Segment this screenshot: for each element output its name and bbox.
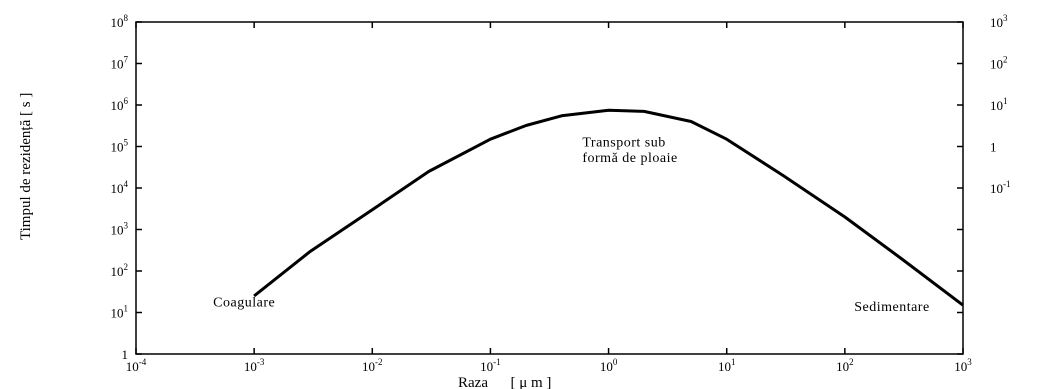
y-tick-labels: 1 101 102 103 104 105 106 107 108 bbox=[111, 13, 129, 362]
y2-tick-label: 1 bbox=[990, 140, 997, 155]
y2-tick-label: 103 bbox=[990, 13, 1008, 30]
x-tick-label: 103 bbox=[954, 357, 972, 374]
y2-tick-labels: 103 102 101 1 10-1 bbox=[990, 13, 1011, 196]
y-tick-label: 106 bbox=[111, 96, 129, 113]
annotation-label: formă de ploaie bbox=[582, 151, 677, 166]
x-tick-label: 10-1 bbox=[480, 357, 501, 374]
y-tick-label: 1 bbox=[122, 347, 129, 362]
y-tick-label: 108 bbox=[111, 13, 129, 30]
annotation-label: Sedimentare bbox=[854, 300, 929, 315]
residence-time-curve bbox=[253, 108, 964, 307]
y2-tick-label: 101 bbox=[990, 96, 1008, 113]
axis-ticks bbox=[135, 21, 964, 355]
y-tick-label: 107 bbox=[111, 55, 129, 72]
x-tick-label: 10-4 bbox=[126, 357, 147, 374]
annotation-label: Coagulare bbox=[213, 295, 275, 310]
x-tick-labels: 10-4 10-3 10-2 10-1 100 101 102 103 bbox=[126, 357, 973, 374]
y2-tick-label: 10-1 bbox=[990, 179, 1011, 196]
x-tick-label: 100 bbox=[600, 357, 618, 374]
x-tick-label: 10-2 bbox=[362, 357, 383, 374]
y-tick-label: 105 bbox=[111, 138, 129, 155]
x-tick-label: 10-3 bbox=[244, 357, 265, 374]
y-tick-label: 102 bbox=[111, 262, 129, 279]
y-tick-label: 104 bbox=[111, 179, 129, 196]
x-tick-label: 102 bbox=[836, 357, 854, 374]
annotation-label: Transport sub bbox=[582, 136, 665, 151]
y-axis-label: Timpul de rezidență [ s ] bbox=[18, 93, 34, 240]
y-tick-label: 101 bbox=[111, 304, 129, 321]
y-tick-label: 103 bbox=[111, 221, 129, 238]
y2-tick-label: 102 bbox=[990, 55, 1008, 72]
x-tick-label: 101 bbox=[718, 357, 736, 374]
x-axis-label: Raza [ μ m ] bbox=[458, 375, 551, 389]
